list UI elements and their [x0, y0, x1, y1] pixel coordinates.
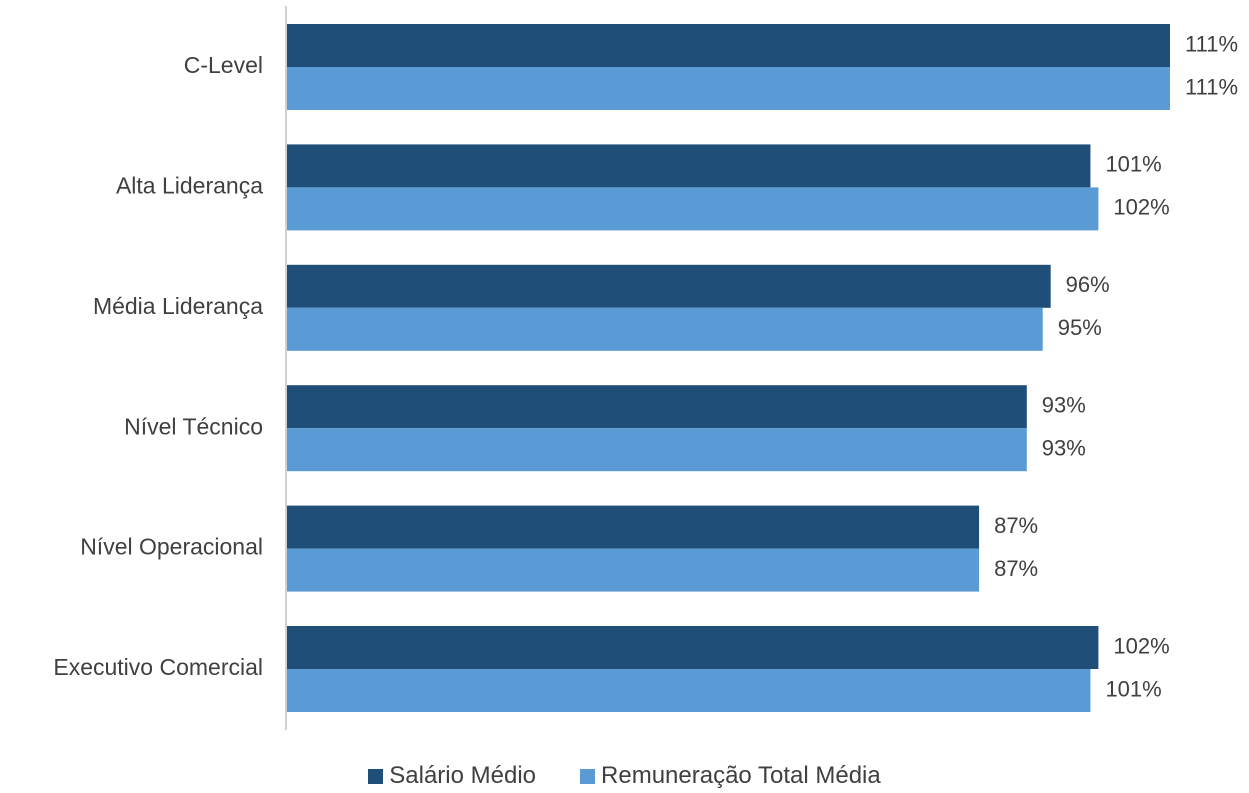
bar-salario-medio [287, 144, 1091, 188]
category-label: Média Liderança [93, 293, 263, 319]
value-label: 95% [1058, 315, 1102, 340]
value-label: 93% [1042, 393, 1086, 418]
category-label: Nível Técnico [124, 413, 263, 439]
legend-item-salario: Salário Médio [368, 762, 536, 790]
value-label: 102% [1113, 195, 1169, 220]
category-label: Alta Liderança [116, 172, 263, 198]
legend-item-remuneracao: Remuneração Total Média [580, 762, 881, 790]
bar-salario-medio [287, 505, 980, 549]
legend: Salário Médio Remuneração Total Média [0, 762, 1249, 790]
value-label: 87% [994, 556, 1038, 581]
value-label: 102% [1113, 633, 1169, 658]
bar-salario-medio [287, 385, 1027, 429]
value-label: 93% [1042, 436, 1086, 461]
bar-remuneracao-total [287, 307, 1043, 351]
value-label: 111% [1185, 31, 1238, 56]
bar-remuneracao-total [287, 428, 1027, 472]
bar-salario-medio [287, 626, 1099, 669]
value-label: 101% [1105, 676, 1161, 701]
bar-salario-medio [287, 24, 1170, 67]
legend-label-remuneracao: Remuneração Total Média [601, 762, 881, 789]
bar-remuneracao-total [287, 187, 1099, 231]
legend-swatch-remuneracao [580, 768, 596, 784]
category-label: Nível Operacional [80, 534, 263, 560]
legend-label-salario: Salário Médio [389, 762, 537, 789]
legend-swatch-salario [368, 768, 384, 784]
bar-remuneracao-total [287, 67, 1170, 110]
value-label: 101% [1105, 152, 1161, 177]
category-label: Executivo Comercial [53, 654, 263, 680]
value-label: 111% [1185, 74, 1238, 99]
value-label: 96% [1066, 272, 1110, 297]
bar-salario-medio [287, 264, 1051, 308]
bar-chart: C-Level Alta Liderança Média Liderança Níve… [53, 6, 1238, 730]
bar-remuneracao-total [287, 669, 1091, 712]
category-label: C-Level [184, 52, 263, 78]
bar-remuneracao-total [287, 548, 980, 592]
value-label: 87% [994, 513, 1038, 538]
